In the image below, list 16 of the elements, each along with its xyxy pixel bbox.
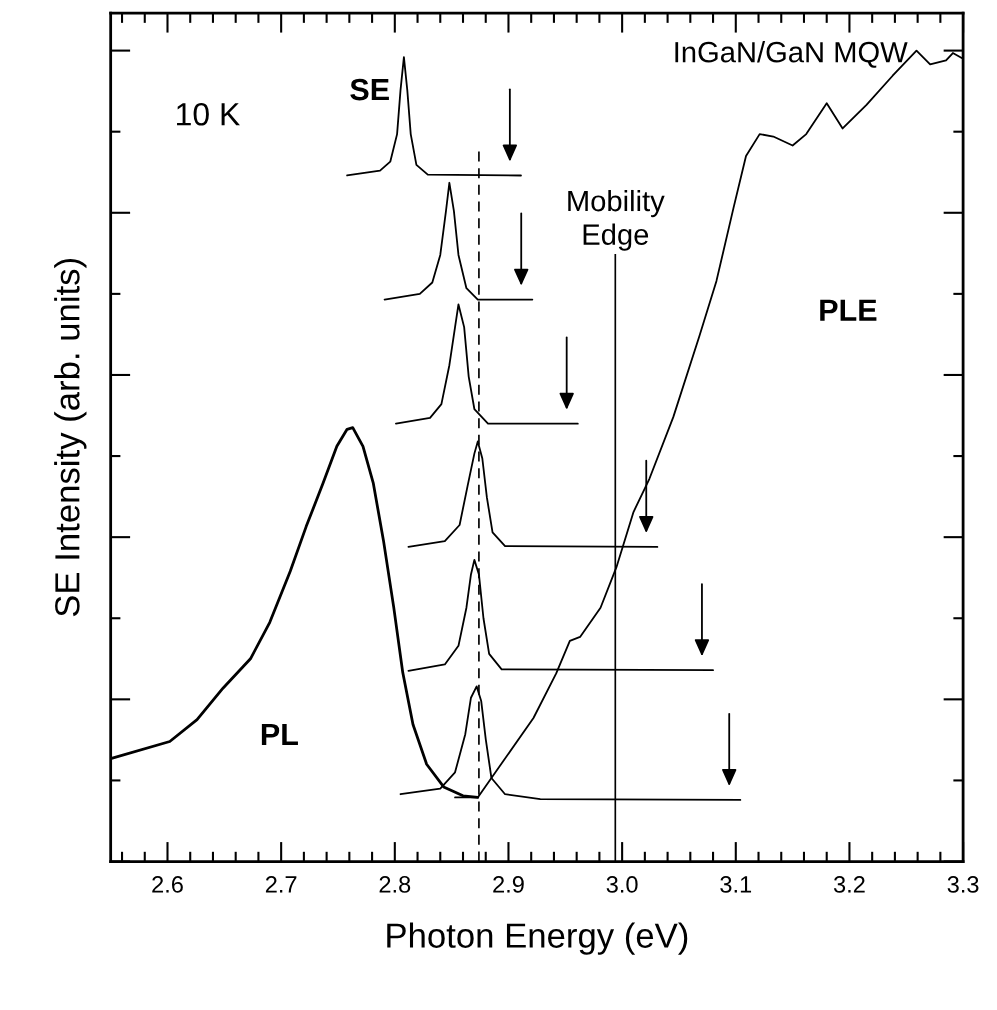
annotation: PL <box>261 723 298 745</box>
annotation: InGaN/GaN MQW <box>675 41 908 68</box>
x-tick-label: 3.1 <box>720 876 752 893</box>
x-tick-label: 2.6 <box>152 876 183 893</box>
x-tick-label: 3.3 <box>947 876 979 893</box>
x-tick-label: 3.2 <box>833 876 865 893</box>
x-tick-label: 2.8 <box>379 876 411 893</box>
ref-line-label: Mobility Edge <box>568 189 665 251</box>
annotation: PLE <box>820 299 877 321</box>
x-tick-label: 2.7 <box>265 876 297 893</box>
annotation: SE <box>350 78 389 101</box>
x-axis-title: Photon Energy (eV) <box>387 922 688 955</box>
annotation: 10 K <box>177 102 240 126</box>
x-tick-label: 2.9 <box>493 876 524 893</box>
y-axis-title: SE Intensity (arb. units) <box>54 259 87 617</box>
x-tick-label: 3.0 <box>606 876 638 893</box>
